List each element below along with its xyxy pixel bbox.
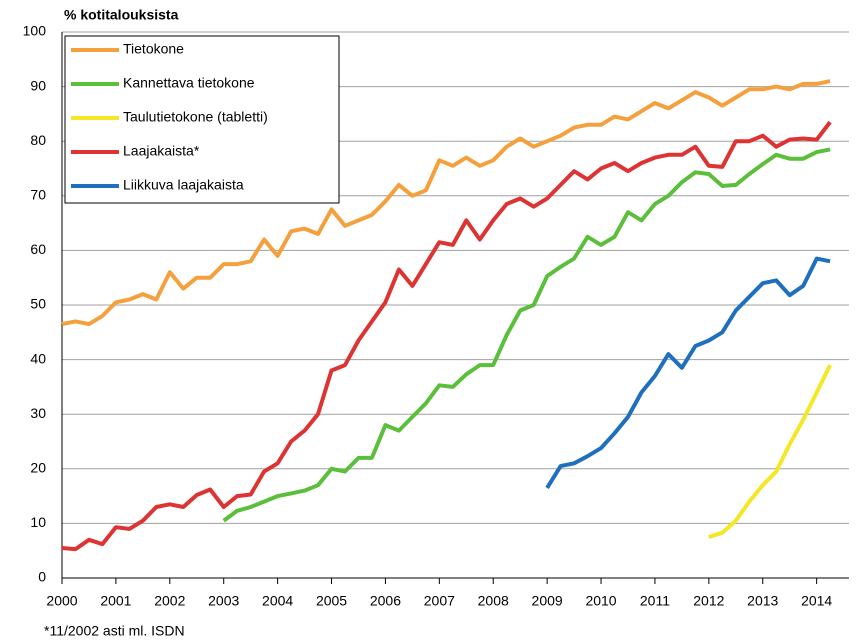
y-tick-label: 30 <box>30 405 46 421</box>
y-axis-label: % kotitalouksista <box>64 7 179 23</box>
y-tick-label: 90 <box>30 77 46 93</box>
y-tick-label: 70 <box>30 187 46 203</box>
x-tick-label: 2014 <box>801 593 832 609</box>
footnote: *11/2002 asti ml. ISDN <box>44 623 185 639</box>
y-tick-label: 10 <box>30 514 46 530</box>
x-tick-label: 2003 <box>208 593 239 609</box>
y-tick-label: 80 <box>30 132 46 148</box>
x-tick-label: 2000 <box>46 593 77 609</box>
series-line <box>61 79 831 327</box>
legend-label: Taulutietokone (tabletti) <box>123 109 268 125</box>
y-tick-label: 0 <box>38 569 46 585</box>
y-tick-label: 50 <box>30 296 46 312</box>
series-line <box>61 120 832 552</box>
x-tick-label: 2011 <box>640 593 670 609</box>
x-tick-label: 2012 <box>693 593 724 609</box>
x-tick-label: 2001 <box>100 593 131 609</box>
x-tick-label: 2013 <box>747 593 778 609</box>
y-tick-label: 60 <box>30 241 46 257</box>
x-tick-label: 2006 <box>370 593 401 609</box>
series-line <box>545 256 831 489</box>
x-tick-label: 2010 <box>585 593 616 609</box>
x-tick-label: 2002 <box>154 593 185 609</box>
x-tick-label: 2008 <box>478 593 509 609</box>
legend-label: Laajakaista* <box>123 143 200 159</box>
legend-label: Tietokone <box>123 41 184 57</box>
legend-label: Kannettava tietokone <box>123 75 255 91</box>
x-tick-label: 2004 <box>262 593 293 609</box>
legend-label: Liikkuva laajakaista <box>123 177 244 193</box>
legend: Tietokone Kannettava tietokone Taulutietok… <box>64 35 340 204</box>
y-tick-label: 20 <box>30 460 46 476</box>
x-tick-label: 2005 <box>316 593 347 609</box>
series-line <box>708 364 832 539</box>
y-tick-label: 100 <box>23 23 47 39</box>
x-tick-label: 2009 <box>532 593 563 609</box>
series-line <box>222 147 831 523</box>
x-tick-label: 2007 <box>424 593 455 609</box>
y-tick-label: 40 <box>30 350 46 366</box>
